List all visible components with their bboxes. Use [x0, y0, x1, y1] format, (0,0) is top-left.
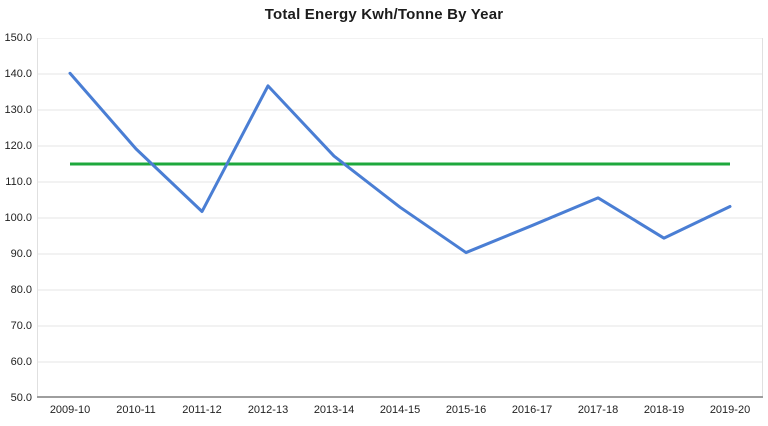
plot-canvas — [37, 38, 763, 398]
y-axis-tick-label: 50.0 — [10, 392, 32, 404]
y-axis-tick-label: 130.0 — [4, 104, 32, 116]
y-axis-tick-label: 80.0 — [10, 284, 32, 296]
x-axis-tick-label: 2017-18 — [577, 404, 619, 416]
y-axis-tick-label: 100.0 — [4, 212, 32, 224]
x-axis-tick-label: 2015-16 — [445, 404, 487, 416]
x-axis-tick-label: 2018-19 — [643, 404, 685, 416]
energy-line-series[interactable] — [68, 71, 732, 255]
y-axis-tick-label: 90.0 — [10, 248, 32, 260]
x-axis-tick-label: 2016-17 — [511, 404, 553, 416]
y-axis-tick-label: 60.0 — [10, 356, 32, 368]
x-axis-tick-label: 2012-13 — [247, 404, 289, 416]
chart-title: Total Energy Kwh/Tonne By Year — [264, 6, 504, 23]
plot-area — [37, 38, 763, 398]
x-axis-tick-label: 2019-20 — [709, 404, 751, 416]
y-axis-tick-label: 120.0 — [4, 140, 32, 152]
x-axis-tick-label: 2009-10 — [49, 404, 91, 416]
y-axis-tick-label: 140.0 — [4, 68, 32, 80]
x-axis-tick-label: 2011-12 — [182, 404, 222, 416]
y-axis-tick-label: 110.0 — [5, 176, 32, 188]
x-axis-tick-label: 2013-14 — [313, 404, 355, 416]
x-axis-tick-label: 2014-15 — [379, 404, 421, 416]
y-axis-tick-label: 150.0 — [4, 32, 32, 44]
x-axis-tick-label: 2010-11 — [116, 404, 156, 416]
y-axis-tick-label: 70.0 — [10, 320, 32, 332]
